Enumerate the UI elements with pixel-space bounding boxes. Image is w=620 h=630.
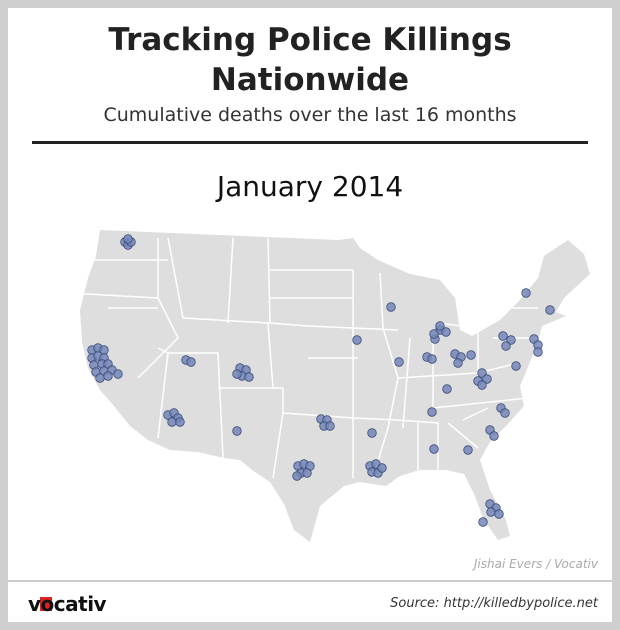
logo: vocativ bbox=[28, 592, 107, 616]
incident-dot bbox=[545, 305, 555, 315]
incident-dot bbox=[511, 361, 521, 371]
incident-dot bbox=[232, 369, 242, 379]
incident-dot bbox=[325, 421, 335, 431]
incident-dot bbox=[442, 384, 452, 394]
incident-dot bbox=[394, 357, 404, 367]
incident-dot bbox=[103, 371, 113, 381]
incident-dots bbox=[87, 234, 555, 527]
incident-dot bbox=[521, 288, 531, 298]
logo-text: vocativ bbox=[28, 592, 107, 616]
incident-dot bbox=[113, 369, 123, 379]
incident-dot bbox=[244, 372, 254, 382]
us-map bbox=[80, 230, 590, 542]
incident-dot bbox=[453, 358, 463, 368]
incident-dot bbox=[232, 426, 242, 436]
incident-dot bbox=[427, 407, 437, 417]
incident-dot bbox=[427, 354, 437, 364]
incident-dot bbox=[533, 347, 543, 357]
incident-dot bbox=[429, 444, 439, 454]
incident-dot bbox=[482, 374, 492, 384]
divider bbox=[32, 141, 588, 144]
incident-dot bbox=[463, 445, 473, 455]
subtitle: Cumulative deaths over the last 16 month… bbox=[103, 104, 517, 126]
incident-dot bbox=[429, 329, 439, 339]
incident-dot bbox=[352, 335, 362, 345]
incident-dot bbox=[302, 468, 312, 478]
incident-dot bbox=[486, 507, 496, 517]
source: Source: http://killedbypolice.net bbox=[390, 596, 598, 611]
incident-dot bbox=[167, 417, 177, 427]
credit: Jishai Evers / Vocativ bbox=[473, 557, 598, 571]
incident-dot bbox=[477, 368, 487, 378]
incident-dot bbox=[441, 327, 451, 337]
incident-dot bbox=[494, 509, 504, 519]
incident-dot bbox=[435, 321, 445, 331]
incident-dot bbox=[478, 517, 488, 527]
incident-dot bbox=[95, 373, 105, 383]
incident-dot bbox=[489, 431, 499, 441]
footer: vocativ Source: http://killedbypolice.ne… bbox=[8, 580, 612, 622]
incident-dot bbox=[377, 463, 387, 473]
incident-dot bbox=[386, 302, 396, 312]
incident-dot bbox=[466, 350, 476, 360]
incident-dot bbox=[477, 380, 487, 390]
date-label: January 2014 bbox=[216, 170, 404, 203]
incident-dot bbox=[506, 335, 516, 345]
us-outline bbox=[80, 230, 590, 542]
incident-dot bbox=[175, 417, 185, 427]
incident-dot bbox=[292, 471, 302, 481]
title: Tracking Police Killings Nationwide bbox=[108, 22, 512, 98]
incident-dot bbox=[498, 331, 508, 341]
incident-dot bbox=[500, 408, 510, 418]
incident-dot bbox=[186, 357, 196, 367]
incident-dot bbox=[367, 428, 377, 438]
incident-dot bbox=[123, 234, 133, 244]
incident-dot bbox=[501, 341, 511, 351]
